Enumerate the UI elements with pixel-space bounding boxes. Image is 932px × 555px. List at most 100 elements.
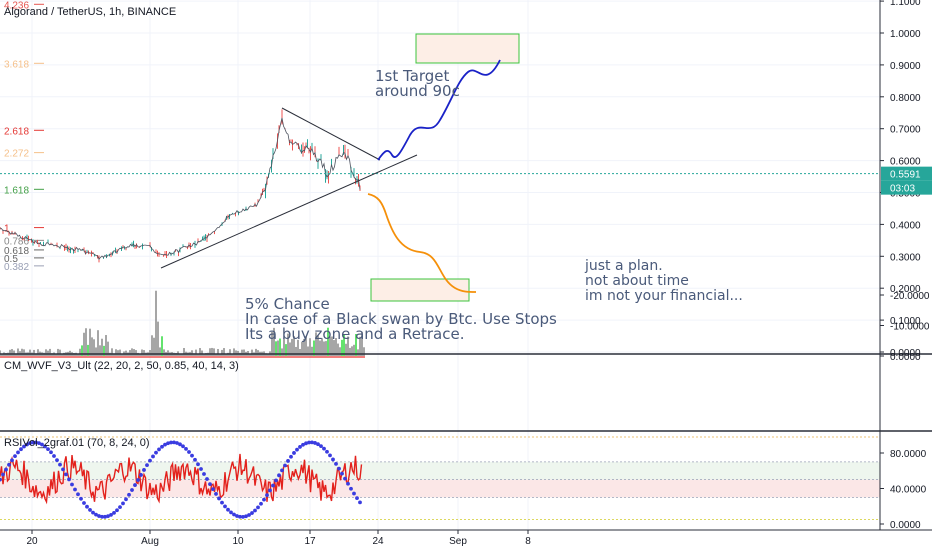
price-tick-label: 0.1000 — [890, 316, 921, 327]
rsi-dot — [316, 442, 320, 447]
rsi-dot — [205, 477, 209, 481]
fib-label: 2.272 — [4, 149, 29, 160]
rsi-dot — [313, 441, 317, 445]
time-tick-label: Sep — [449, 536, 467, 547]
rsi-dot — [73, 487, 77, 492]
fib-label: 2.618 — [4, 126, 29, 137]
rsi-dot — [76, 492, 80, 497]
rsi-dot — [34, 440, 38, 445]
bearish-projection — [367, 193, 477, 293]
chart-title[interactable]: Algorand / TetherUS, 1h, BINANCE — [4, 6, 177, 18]
rsi-dot — [229, 510, 233, 515]
swan-line-3: Its a buy zone and a Retrace. — [245, 325, 465, 343]
rsi-dot — [241, 514, 245, 519]
rsi-dot — [349, 486, 353, 491]
rsi-dot — [283, 463, 287, 468]
drawings — [160, 33, 520, 302]
wvf-indicator-title[interactable]: CM_WVF_V3_Ult (22, 20, 2, 50, 0.85, 40, … — [4, 360, 239, 372]
rsi-dot — [88, 508, 92, 512]
rsi-dot — [16, 450, 20, 455]
rsi-dot — [196, 462, 200, 467]
rsi-dot — [277, 473, 281, 478]
rsi-dot — [121, 501, 125, 506]
rsi-dot — [298, 445, 302, 449]
price-tick-label: 0.7000 — [890, 125, 921, 136]
rsi-dot — [181, 444, 185, 449]
rsi-dot — [124, 497, 128, 502]
rsi-dot — [91, 510, 95, 515]
rsi-dot — [160, 444, 164, 449]
rsi-dot — [235, 514, 239, 518]
rsi-dot — [97, 514, 101, 518]
rsi-dot — [259, 501, 263, 506]
rsi-dot — [142, 468, 146, 472]
rsi-dot — [1, 472, 5, 477]
swan-annotation: 5% Chance In case of a Black swan by Btc… — [245, 297, 557, 342]
fib-label: 4.236 — [4, 0, 29, 11]
fib-label: 0.5 — [4, 254, 18, 265]
rsi-tick-label: 80.0000 — [890, 449, 927, 460]
rsi-dot — [115, 508, 119, 513]
price-tick-label: 0.4000 — [890, 220, 921, 231]
rsi-dot — [280, 468, 284, 473]
rsi-dot — [4, 467, 8, 472]
rsi-dot — [250, 511, 254, 515]
rsi-tick-label: 40.0000 — [890, 485, 927, 496]
rsi-dot — [148, 458, 152, 463]
rsi-dot — [187, 450, 191, 454]
rsi-dot — [232, 512, 236, 517]
rsi-dot — [67, 477, 71, 482]
price-series — [0, 109, 880, 263]
rsi-dot — [271, 483, 275, 488]
rsi-dot — [172, 440, 176, 445]
rsi-dot — [106, 514, 110, 519]
rsi-dot — [37, 441, 41, 446]
rsi-dot — [274, 478, 278, 483]
rsi-dot — [0, 477, 2, 482]
rsi-dot — [184, 446, 188, 451]
descending-trendline — [281, 107, 381, 161]
rsi-dot — [118, 505, 122, 509]
rsi-series — [0, 436, 880, 520]
rsi-dot — [214, 492, 218, 496]
rsi-dot — [64, 472, 68, 477]
rsi-dot — [289, 454, 293, 459]
time-tick-label: 17 — [304, 536, 316, 547]
rsi-dot — [70, 482, 74, 487]
rsi-dot — [85, 504, 89, 509]
swan-line-2: In case of a Black swan by Btc. Use Stop… — [245, 310, 557, 328]
rsi-dot — [244, 514, 248, 519]
rsi-dot — [319, 444, 323, 449]
rsi-dot — [31, 440, 35, 445]
rsi-dot — [292, 451, 296, 455]
rsi-dot — [340, 471, 344, 476]
price-tick-label: 0.3000 — [890, 252, 921, 263]
target-zone-box — [415, 33, 520, 64]
rsi-dot — [43, 444, 47, 449]
rsi-dot — [136, 478, 140, 482]
rsi-dot — [109, 512, 113, 517]
rsi-dot — [55, 458, 59, 463]
rsi-dot — [52, 454, 56, 458]
rsi-indicator-title[interactable]: RSIVol_2graf.01 (70, 8, 24, 0) — [4, 437, 150, 449]
rsi-dot — [220, 500, 224, 505]
price-tick-label: 0.2000 — [890, 284, 921, 295]
rsi-dot — [190, 453, 194, 458]
plan-annotation: just a plan. not about time im not your … — [585, 259, 743, 304]
rsi-dot — [169, 440, 173, 445]
rsi-dot — [217, 496, 221, 501]
ascending-trendline — [160, 154, 418, 269]
rsi-dot — [286, 459, 290, 463]
rsi-dot — [7, 462, 11, 467]
price-tick-label: 0.6000 — [890, 157, 921, 168]
rsi-dot — [157, 447, 161, 452]
rsi-dot — [256, 505, 260, 510]
swan-line-1: 5% Chance — [245, 295, 330, 313]
rsi-dot — [61, 467, 65, 472]
countdown-label: 03:03 — [890, 184, 915, 195]
rsi-dot — [163, 442, 167, 447]
rsi-dot — [46, 447, 50, 451]
